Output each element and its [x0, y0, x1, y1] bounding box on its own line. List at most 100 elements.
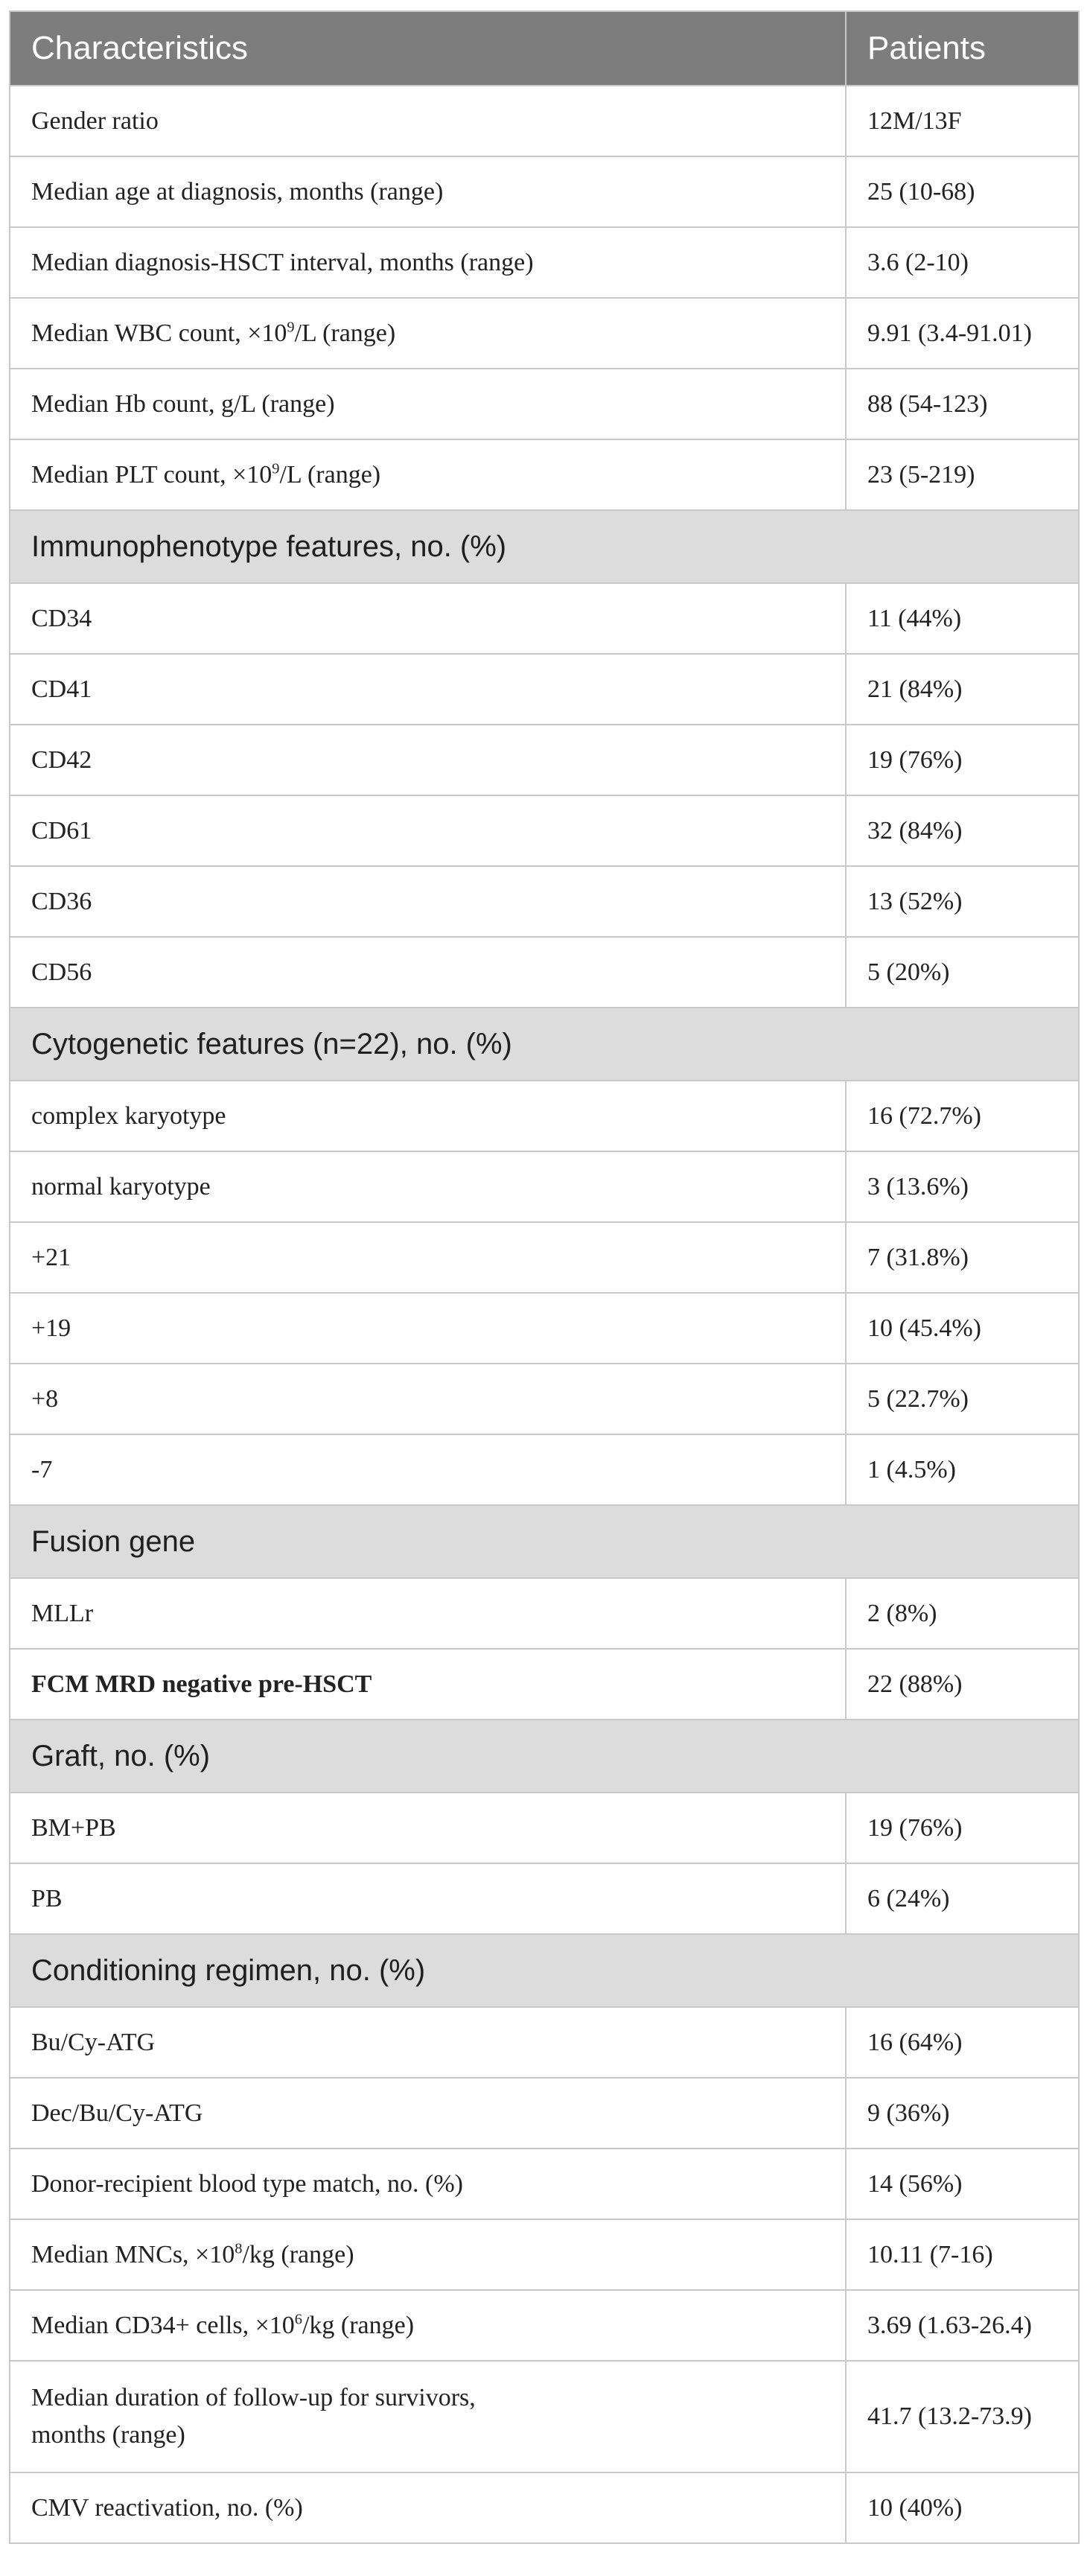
table-row: CD36 13 (52%) — [9, 865, 1080, 938]
patients-value: 10.11 (7-16) — [845, 2219, 1080, 2291]
table-row: Median Hb count, g/L (range) 88 (54-123) — [9, 368, 1080, 440]
patients-value: 7 (31.8%) — [845, 1221, 1080, 1294]
table-row: PB 6 (24%) — [9, 1863, 1080, 1935]
table-row: MLLr 2 (8%) — [9, 1577, 1080, 1650]
table-row: Median duration of follow-up for survivo… — [9, 2360, 1080, 2473]
patients-value: 16 (72.7%) — [845, 1080, 1080, 1152]
patient-characteristics-table: Characteristics Patients Gender ratio 12M… — [9, 10, 1080, 2544]
patients-value: 21 (84%) — [845, 653, 1080, 725]
characteristic-label: Median diagnosis-HSCT interval, months (… — [9, 226, 847, 299]
table-row: CMV reactivation, no. (%) 10 (40%) — [9, 2472, 1080, 2544]
patients-value: 16 (64%) — [845, 2006, 1080, 2079]
characteristic-label: complex karyotype — [9, 1080, 847, 1152]
patients-value: 13 (52%) — [845, 865, 1080, 938]
patients-value: 3 (13.6%) — [845, 1151, 1080, 1223]
patients-value: 5 (22.7%) — [845, 1363, 1080, 1435]
section-label: Conditioning regimen, no. (%) — [9, 1933, 1080, 2008]
characteristic-label: CD42 — [9, 724, 847, 796]
characteristic-label: +8 — [9, 1363, 847, 1435]
label-prefix: Median MNCs, ×10 — [31, 2240, 235, 2268]
section-header-row: Immunophenotype features, no. (%) — [9, 509, 1080, 584]
characteristic-label: BM+PB — [9, 1792, 847, 1864]
patients-value: 3.6 (2-10) — [845, 226, 1080, 299]
characteristic-label: Median MNCs, ×108/kg (range) — [9, 2219, 847, 2291]
patients-value: 19 (76%) — [845, 724, 1080, 796]
patients-value: 5 (20%) — [845, 936, 1080, 1008]
characteristic-label: MLLr — [9, 1577, 847, 1650]
section-label: Cytogenetic features (n=22), no. (%) — [9, 1007, 1080, 1081]
characteristic-label: Median WBC count, ×109/L (range) — [9, 297, 847, 369]
table-row: +8 5 (22.7%) — [9, 1363, 1080, 1435]
header-patients: Patients — [845, 10, 1080, 86]
table-row: Gender ratio 12M/13F — [9, 85, 1080, 157]
section-header-row: Cytogenetic features (n=22), no. (%) — [9, 1007, 1080, 1081]
patients-value: 6 (24%) — [845, 1863, 1080, 1935]
patients-value: 9 (36%) — [845, 2077, 1080, 2149]
characteristic-label: CD34 — [9, 582, 847, 655]
characteristic-label: PB — [9, 1863, 847, 1935]
patients-value: 19 (76%) — [845, 1792, 1080, 1864]
characteristic-label: normal karyotype — [9, 1151, 847, 1223]
label-prefix: Median WBC count, ×10 — [31, 319, 287, 347]
table-row: Median MNCs, ×108/kg (range) 10.11 (7-16) — [9, 2219, 1080, 2291]
characteristic-label: Median PLT count, ×109/L (range) — [9, 439, 847, 511]
characteristic-label: Median CD34+ cells, ×106/kg (range) — [9, 2289, 847, 2362]
patients-value: 23 (5-219) — [845, 439, 1080, 511]
characteristic-label: Donor-recipient blood type match, no. (%… — [9, 2148, 847, 2220]
section-label: Graft, no. (%) — [9, 1719, 1080, 1793]
patients-value: 88 (54-123) — [845, 368, 1080, 440]
label-prefix: Median PLT count, ×10 — [31, 460, 272, 489]
patients-value: 41.7 (13.2-73.9) — [845, 2360, 1080, 2473]
section-header-row: Fusion gene — [9, 1504, 1080, 1579]
characteristic-label: Bu/Cy-ATG — [9, 2006, 847, 2079]
table-row: Median CD34+ cells, ×106/kg (range) 3.69 … — [9, 2289, 1080, 2362]
label-exponent: 9 — [287, 319, 295, 336]
patients-value: 32 (84%) — [845, 795, 1080, 867]
table-row: Median WBC count, ×109/L (range) 9.91 (3.… — [9, 297, 1080, 369]
label-suffix: /L (range) — [279, 460, 381, 489]
table-row: +21 7 (31.8%) — [9, 1221, 1080, 1294]
table-row: +19 10 (45.4%) — [9, 1292, 1080, 1364]
table-row: complex karyotype 16 (72.7%) — [9, 1080, 1080, 1152]
table-row: Median PLT count, ×109/L (range) 23 (5-21… — [9, 439, 1080, 511]
characteristic-label: Dec/Bu/Cy-ATG — [9, 2077, 847, 2149]
table-row: -7 1 (4.5%) — [9, 1434, 1080, 1506]
patients-value: 22 (88%) — [845, 1648, 1080, 1720]
table-row: Median age at diagnosis, months (range) 2… — [9, 156, 1080, 228]
patients-value: 1 (4.5%) — [845, 1434, 1080, 1506]
characteristic-label: CMV reactivation, no. (%) — [9, 2472, 847, 2544]
characteristic-label: Median age at diagnosis, months (range) — [9, 156, 847, 228]
characteristic-label: CD61 — [9, 795, 847, 867]
table-row: CD42 19 (76%) — [9, 724, 1080, 796]
patients-value: 2 (8%) — [845, 1577, 1080, 1650]
label-suffix: /kg (range) — [302, 2311, 415, 2339]
characteristic-label: +19 — [9, 1292, 847, 1364]
characteristic-label: CD56 — [9, 936, 847, 1008]
table-row: CD41 21 (84%) — [9, 653, 1080, 725]
table-row: Dec/Bu/Cy-ATG 9 (36%) — [9, 2077, 1080, 2149]
patients-value: 25 (10-68) — [845, 156, 1080, 228]
header-characteristics: Characteristics — [9, 10, 847, 86]
label-prefix: Median CD34+ cells, ×10 — [31, 2311, 295, 2339]
patients-value: 10 (40%) — [845, 2472, 1080, 2544]
table-body: Gender ratio 12M/13F Median age at diagnos… — [9, 85, 1080, 2544]
label-line-1: Median duration of follow-up for survivo… — [31, 2384, 476, 2411]
patients-value: 3.69 (1.63-26.4) — [845, 2289, 1080, 2362]
characteristic-label: +21 — [9, 1221, 847, 1294]
table-row: FCM MRD negative pre-HSCT 22 (88%) — [9, 1648, 1080, 1720]
section-header-row: Conditioning regimen, no. (%) — [9, 1933, 1080, 2008]
characteristic-label: Median duration of follow-up for survivo… — [9, 2360, 847, 2473]
label-suffix: /kg (range) — [242, 2240, 354, 2268]
patients-value: 9.91 (3.4-91.01) — [845, 297, 1080, 369]
table-row: BM+PB 19 (76%) — [9, 1792, 1080, 1864]
table-header-row: Characteristics Patients — [9, 10, 1080, 86]
table-row: Median diagnosis-HSCT interval, months (… — [9, 226, 1080, 299]
characteristic-label: -7 — [9, 1434, 847, 1506]
patients-value: 11 (44%) — [845, 582, 1080, 655]
patients-value: 10 (45.4%) — [845, 1292, 1080, 1364]
patients-value: 12M/13F — [845, 85, 1080, 157]
characteristic-label: CD41 — [9, 653, 847, 725]
characteristic-label: Median Hb count, g/L (range) — [9, 368, 847, 440]
characteristic-label: FCM MRD negative pre-HSCT — [9, 1648, 847, 1720]
